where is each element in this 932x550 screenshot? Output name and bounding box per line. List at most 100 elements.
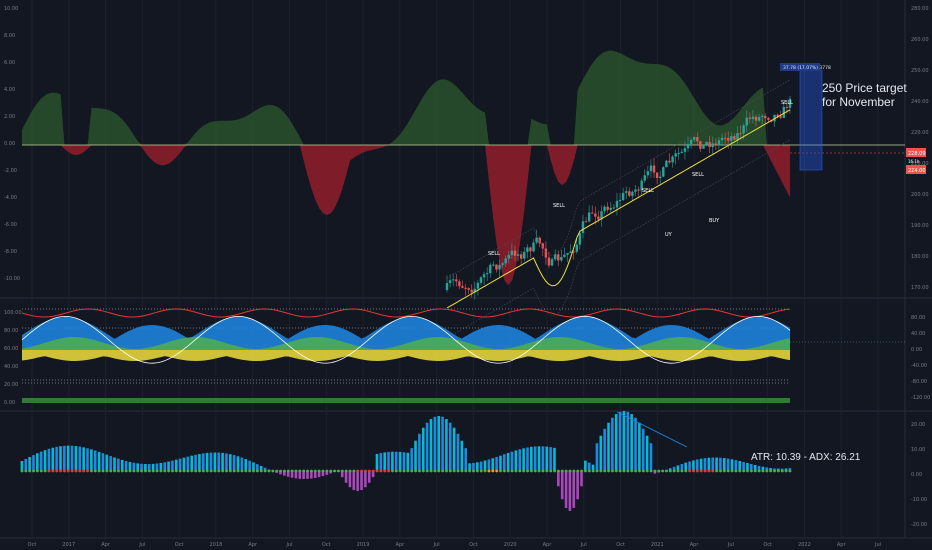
momentum-bar [147,464,151,471]
squeeze-dot [576,469,580,473]
momentum-bar [140,463,143,471]
momentum-bar [630,414,633,471]
signal-label: BUY [709,218,720,224]
squeeze-dot [738,469,742,473]
momentum-bar [483,460,487,471]
osc-left-tick: 40.00 [4,364,18,370]
momentum-bar [201,453,205,471]
momentum-bar [290,471,294,478]
candle-body [702,144,705,149]
momentum-bar [28,457,31,471]
squeeze-dot [352,469,356,473]
momentum-bar [730,459,734,471]
momentum-bar [302,471,305,479]
squeeze-dot [248,469,252,473]
squeeze-dot [703,469,707,473]
squeeze-dot [325,469,329,473]
osc-left-tick: 60.00 [4,346,18,352]
momentum-bar [86,448,89,471]
momentum-bar [437,416,441,471]
squeeze-dot [313,469,317,473]
candle-body [742,125,745,134]
squeeze-dot [777,469,780,473]
candle-body [649,165,653,172]
time-axis-label: Jul [138,542,145,548]
momentum-bar [78,446,82,471]
squeeze-dot [66,469,70,473]
osc-left-tick: 0.00 [4,400,15,406]
mom-right-tick: -20.00 [911,522,927,528]
candle-body [538,237,541,244]
squeeze-dot [750,469,753,473]
squeeze-dot [360,469,364,473]
lower-band [446,139,791,339]
measure-label-bg [780,63,820,71]
candle-body [569,251,572,253]
squeeze-dot [36,469,39,473]
candle-body [510,250,514,256]
candle-body [507,255,511,259]
squeeze-dot [306,469,309,473]
squeeze-dot [298,469,302,473]
momentum-bar [178,458,182,471]
price-tag-2 [906,165,926,174]
candle-body [476,282,480,289]
momentum-bar [93,450,97,471]
candle-body [591,212,594,214]
momentum-bar [757,465,761,471]
squeeze-dot [649,469,653,473]
momentum-bar [753,464,757,471]
momentum-bar [128,461,132,471]
momentum-bar [595,443,599,471]
candle-body [587,212,591,222]
momentum-bar [464,448,468,471]
candle-body [541,243,544,249]
momentum-bar [364,471,367,488]
right-axis-tick: 260.00 [911,37,929,43]
momentum-bar [317,471,321,478]
momentum-bar [680,463,684,471]
time-axis-label: 2017 [62,542,75,548]
squeeze-dot [329,469,333,473]
candle-body [677,152,680,154]
candle-body [560,256,563,261]
momentum-bar [167,461,170,471]
momentum-bar [425,422,429,471]
squeeze-dot [769,469,773,473]
candle-body [572,251,575,253]
candle-body [686,143,690,149]
candle-body [776,114,779,117]
momentum-bar [711,457,715,471]
momentum-bar [402,452,406,471]
candle-body [714,143,718,146]
mom-right-tick: 0.00 [911,472,922,478]
candle-body [785,106,789,108]
squeeze-dot [190,469,194,473]
right-axis-tick: 180.00 [911,254,929,260]
momentum-bar [252,462,255,471]
squeeze-dot [186,469,190,473]
candle-body [550,259,554,266]
squeeze-dot [383,469,387,473]
momentum-bar [487,459,491,471]
measure-label: 37.78 (17.07%) 3778 [783,65,831,71]
osc-right-tick: -40.00 [911,363,927,369]
momentum-bar [553,447,556,471]
candle-body [754,116,758,121]
momentum-bar [788,468,792,471]
right-axis-tick: 250.00 [911,68,929,74]
squeeze-dot [402,469,406,473]
momentum-bar [584,460,587,471]
momentum-bar [182,457,186,471]
time-axis-label: Oct [28,542,37,548]
momentum-bar [144,463,147,471]
momentum-bar [441,416,444,471]
candle-body [705,142,708,145]
momentum-bar [479,461,483,471]
momentum-bar [503,454,506,471]
momentum-bar [90,449,93,471]
squeeze-dot [93,469,97,473]
left-axis-tick: 10.00 [4,6,18,12]
momentum-bar [634,417,637,471]
momentum-bar [452,427,456,471]
